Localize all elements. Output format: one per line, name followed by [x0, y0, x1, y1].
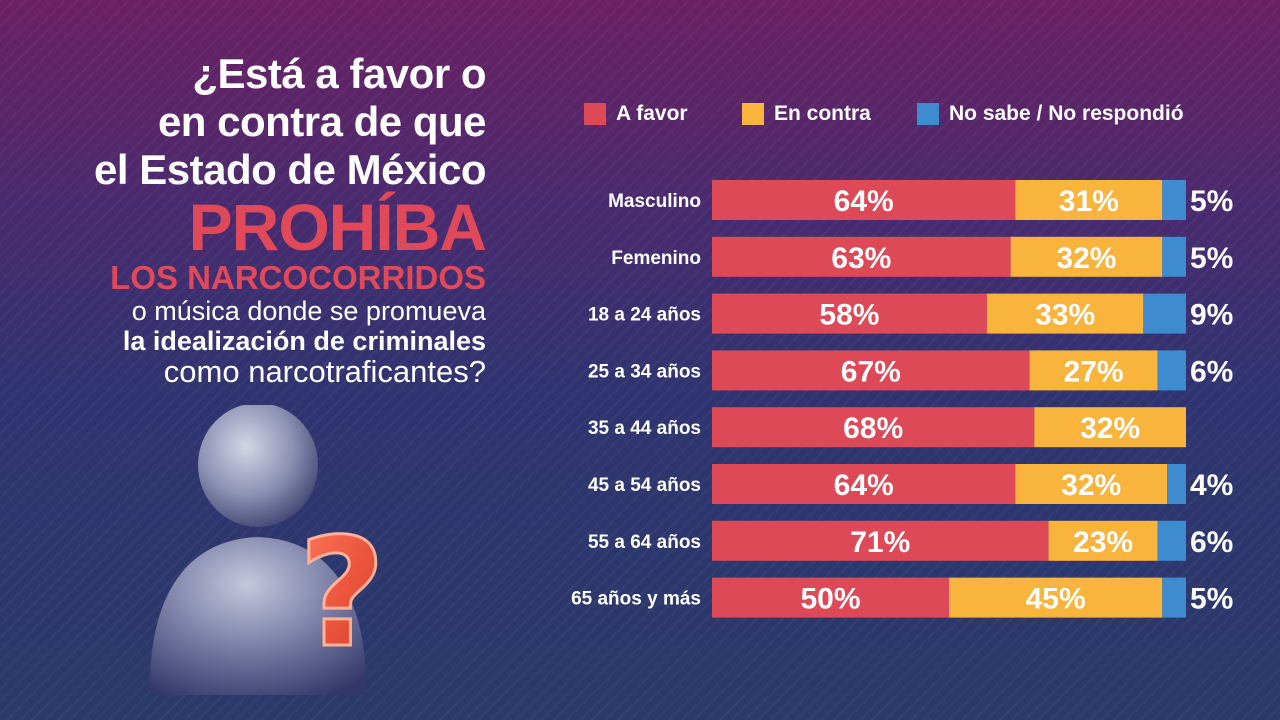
data-label-en-contra: 23% [1073, 526, 1133, 559]
bar-segment-en-contra [1029, 350, 1158, 391]
bar-segment-no-sabe [1162, 236, 1186, 277]
data-label-a-favor: 67% [841, 355, 901, 388]
bar-segment-a-favor [712, 407, 1035, 448]
category-label: Femenino [611, 248, 701, 269]
bar-segment-a-favor [712, 577, 949, 618]
data-label-a-favor: 68% [843, 412, 903, 445]
bar-segment-en-contra [1010, 236, 1163, 277]
data-label-a-favor: 64% [834, 469, 894, 502]
data-label-no-sabe: 5% [1190, 185, 1233, 218]
bar-segment-en-contra [1015, 180, 1163, 220]
bar-segment-en-contra [1034, 407, 1186, 448]
category-label: 25 a 34 años [588, 361, 701, 382]
bar-segment-en-contra [1015, 464, 1168, 504]
bar-segment-en-contra [949, 577, 1163, 618]
category-label: 65 años y más [571, 589, 701, 610]
data-label-en-contra: 45% [1026, 583, 1086, 616]
data-label-en-contra: 27% [1064, 355, 1124, 388]
bar-segment-a-favor [712, 520, 1049, 561]
data-label-en-contra: 33% [1035, 299, 1095, 332]
legend-item-no-sabe: No sabe / No respondió [917, 102, 1184, 126]
category-label: Masculino [608, 191, 701, 212]
legend-swatch-no-sabe [917, 103, 939, 125]
legend-swatch-en-contra [742, 103, 764, 125]
bar-segment-no-sabe [1157, 520, 1186, 561]
question-highlight-narcocorridos: LOS NARCOCORRIDOS [110, 259, 486, 296]
bar-segment-a-favor [712, 236, 1011, 277]
data-label-en-contra: 32% [1061, 469, 1121, 502]
bar-segment-en-contra [1048, 520, 1158, 561]
question-line-2: en contra de que [157, 98, 487, 145]
bar-segment-a-favor [712, 464, 1016, 504]
survey-question: ¿Está a favor o en contra de que el Esta… [66, 50, 487, 389]
bar-segment-a-favor [712, 180, 1016, 220]
person-question-mark-icon: ? [140, 403, 430, 705]
data-label-no-sabe: 5% [1190, 583, 1233, 616]
category-label: 45 a 54 años [588, 475, 701, 496]
question-line-3: el Estado de México [94, 146, 486, 193]
category-label: 35 a 44 años [588, 418, 701, 439]
question-highlight-prohiba: PROHÍBA [188, 190, 487, 264]
bar-segment-en-contra [986, 293, 1144, 334]
legend-item-a-favor: A favor [584, 102, 688, 126]
data-label-en-contra: 32% [1080, 412, 1140, 445]
question-line-6: o música donde se promueva [131, 296, 486, 326]
question-line-8: como narcotraficantes? [163, 354, 486, 389]
legend-label-en-contra: En contra [774, 102, 871, 125]
bar-segment-no-sabe [1157, 350, 1186, 391]
data-label-a-favor: 50% [800, 583, 860, 616]
data-label-en-contra: 32% [1056, 242, 1116, 275]
data-label-a-favor: 63% [831, 242, 891, 275]
legend-label-a-favor: A favor [616, 102, 688, 125]
question-line-1: ¿Está a favor o [192, 50, 486, 97]
data-label-no-sabe: 5% [1190, 242, 1233, 275]
bar-segment-no-sabe [1143, 293, 1186, 334]
bar-segment-a-favor [712, 350, 1030, 391]
category-label: 55 a 64 años [588, 532, 701, 553]
question-line-7: la idealización de criminales [122, 326, 486, 356]
data-label-no-sabe: 4% [1190, 469, 1233, 502]
bar-segment-a-favor [712, 293, 987, 334]
data-label-no-sabe: 6% [1190, 355, 1233, 388]
data-label-en-contra: 31% [1059, 185, 1119, 218]
legend-swatch-a-favor [584, 103, 606, 125]
category-label: 18 a 24 años [588, 305, 701, 326]
bar-segment-no-sabe [1162, 577, 1186, 618]
data-label-a-favor: 71% [850, 526, 910, 559]
data-label-a-favor: 64% [834, 185, 894, 218]
question-mark-glyph: ? [298, 507, 385, 681]
legend-label-no-sabe: No sabe / No respondió [949, 102, 1184, 125]
data-label-no-sabe: 9% [1190, 299, 1233, 332]
bar-segment-no-sabe [1162, 180, 1186, 220]
data-label-no-sabe: 6% [1190, 526, 1233, 559]
data-label-a-favor: 58% [819, 299, 879, 332]
legend-item-en-contra: En contra [742, 102, 871, 126]
bar-segment-no-sabe [1167, 464, 1186, 504]
